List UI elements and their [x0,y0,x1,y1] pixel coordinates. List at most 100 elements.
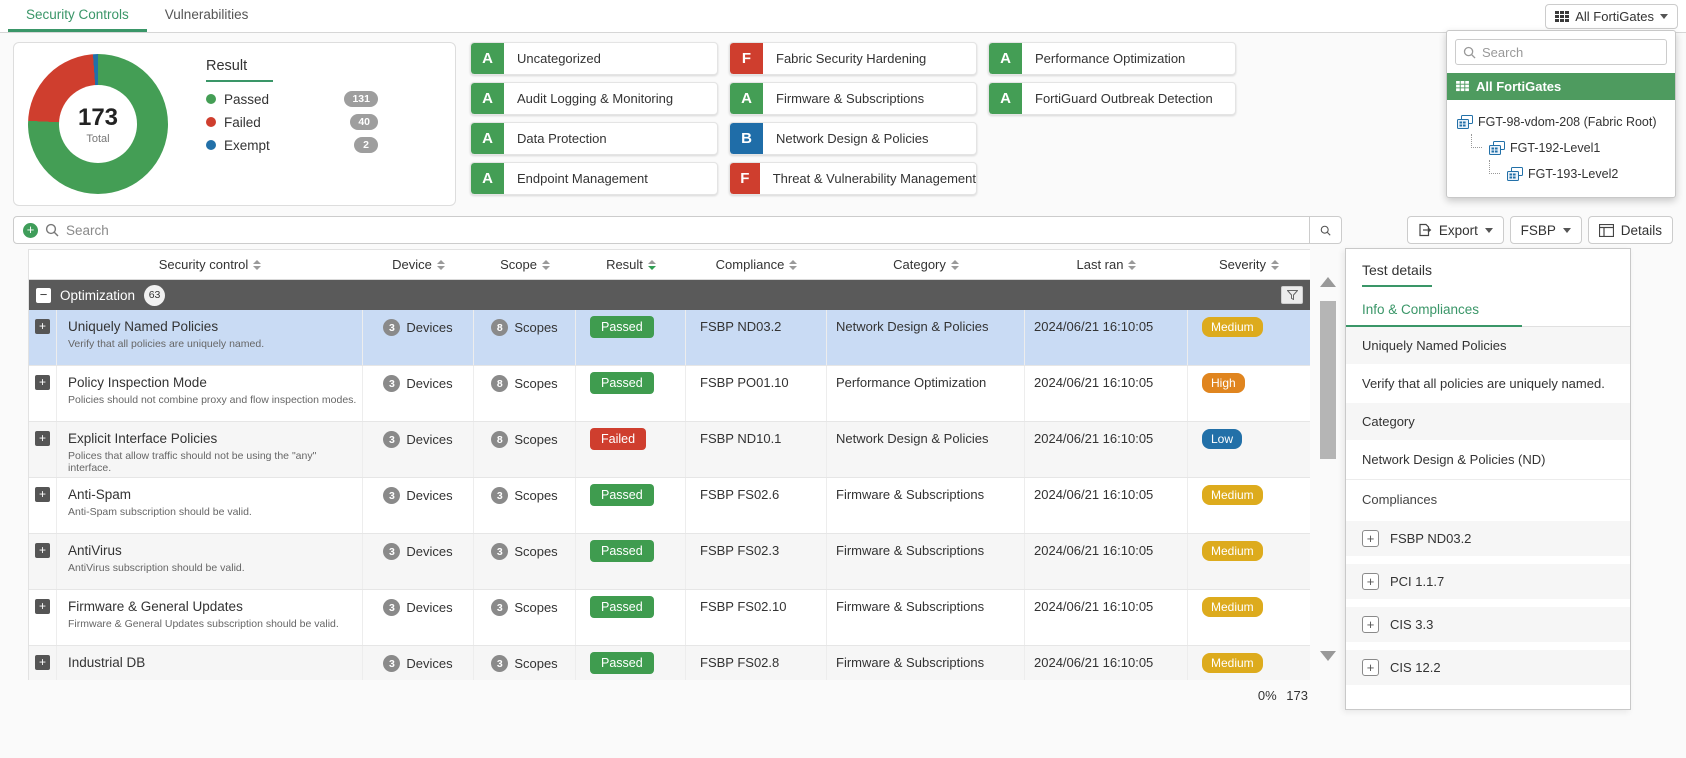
expand-compliance-icon[interactable]: + [1362,616,1379,633]
tab-vulnerabilities[interactable]: Vulnerabilities [147,0,267,32]
legend-item-exempt[interactable]: Exempt 2 [206,137,378,153]
device-count-badge: 3 [383,655,400,672]
expand-row-icon[interactable]: + [35,655,50,670]
scroll-up-icon[interactable] [1320,277,1336,287]
column-header-security-control[interactable]: Security control [57,250,363,279]
category-chip-data-protection[interactable]: A Data Protection [470,122,718,155]
compliance-cell: FSBP FS02.3 [686,534,827,589]
grade-badge: A [471,123,504,154]
column-header-device[interactable]: Device [363,250,474,279]
category-cell: Performance Optimization [827,366,1025,421]
category-chip-threat-vulnerability[interactable]: F Threat & Vulnerability Management [729,162,977,195]
grade-badge: F [730,43,763,74]
passed-dot-icon [206,94,216,104]
table-row[interactable]: + Industrial DB 3Devices 3Scopes Passed … [29,646,1310,680]
scrollbar-thumb[interactable] [1320,301,1336,459]
compliance-item-fsbp[interactable]: + FSBP ND03.2 [1346,521,1630,556]
table-search-box: + [13,216,1310,244]
column-header-compliance[interactable]: Compliance [686,250,827,279]
tab-security-controls[interactable]: Security Controls [8,0,147,32]
expand-row-icon[interactable]: + [35,543,50,558]
table-row[interactable]: + Firmware & General Updates Firmware & … [29,590,1310,646]
search-submit-button[interactable] [1310,216,1342,244]
grade-badge: A [730,83,763,114]
collapse-group-icon[interactable]: − [36,288,51,303]
device-count-badge: 3 [383,599,400,616]
group-label: Optimization [60,288,135,303]
search-input[interactable] [66,223,1300,238]
fortigate-device-icon [1507,167,1523,181]
dropdown-search-input[interactable] [1482,45,1659,60]
device-count-badge: 3 [383,431,400,448]
control-name: Explicit Interface Policies [68,431,362,446]
filter-icon[interactable] [1281,286,1303,304]
compliance-cell: FSBP ND10.1 [686,422,827,477]
expand-row-icon[interactable]: + [35,431,50,446]
compliance-item-pci[interactable]: + PCI 1.1.7 [1346,564,1630,599]
sort-icon [437,260,445,270]
expand-row-icon[interactable]: + [35,319,50,334]
fortigate-selector-dropdown: All FortiGates FGT-98-vdom-208 (Fabric R… [1446,30,1676,198]
scroll-down-icon[interactable] [1320,651,1336,661]
table-row[interactable]: + Anti-Spam Anti-Spam subscription shoul… [29,478,1310,534]
control-description: Polices that allow traffic should not be… [68,450,362,474]
details-toggle-button[interactable]: Details [1588,216,1673,244]
add-filter-icon[interactable]: + [23,223,38,238]
sort-icon [951,260,959,270]
control-description: Firmware & General Updates subscription … [68,618,362,630]
expand-compliance-icon[interactable]: + [1362,659,1379,676]
category-chip-uncategorized[interactable]: A Uncategorized [470,42,718,75]
column-header-scope[interactable]: Scope [474,250,576,279]
legend-item-passed[interactable]: Passed 131 [206,91,378,107]
column-header-category[interactable]: Category [827,250,1025,279]
expand-row-icon[interactable]: + [35,599,50,614]
panel-title: Test details [1362,262,1432,287]
tree-item-level2[interactable]: FGT-193-Level2 [1453,161,1669,187]
category-chip-label: Performance Optimization [1022,51,1185,66]
severity-badge: Low [1202,429,1242,449]
expand-row-icon[interactable]: + [35,487,50,502]
category-chip-audit-logging[interactable]: A Audit Logging & Monitoring [470,82,718,115]
dropdown-item-all-fortigates[interactable]: All FortiGates [1447,73,1675,100]
exempt-dot-icon [206,140,216,150]
compliance-cell: FSBP FS02.6 [686,478,827,533]
details-panel-icon [1599,224,1614,237]
control-name: Uniquely Named Policies [68,319,362,334]
expand-compliance-icon[interactable]: + [1362,530,1379,547]
tree-item-level1[interactable]: FGT-192-Level1 [1453,135,1669,161]
table-row[interactable]: + Explicit Interface Policies Polices th… [29,422,1310,478]
failed-dot-icon [206,117,216,127]
table-row[interactable]: + AntiVirus AntiVirus subscription shoul… [29,534,1310,590]
category-cell: Network Design & Policies [827,310,1025,365]
control-name: Firmware & General Updates [68,599,362,614]
category-chip-fortiguard-outbreak[interactable]: A FortiGuard Outbreak Detection [988,82,1236,115]
control-name: Policy Inspection Mode [68,375,362,390]
category-chip-network-design[interactable]: B Network Design & Policies [729,122,977,155]
category-chip-endpoint-management[interactable]: A Endpoint Management [470,162,718,195]
column-header-last-ran[interactable]: Last ran [1025,250,1188,279]
column-header-severity[interactable]: Severity [1188,250,1310,279]
device-count-badge: 3 [383,487,400,504]
expand-row-icon[interactable]: + [35,375,50,390]
table-row[interactable]: + Policy Inspection Mode Policies should… [29,366,1310,422]
category-chips: A Uncategorized A Audit Logging & Monito… [470,42,1236,206]
column-header-result[interactable]: Result [576,250,686,279]
category-chip-performance-optimization[interactable]: A Performance Optimization [988,42,1236,75]
category-chip-fabric-security-hardening[interactable]: F Fabric Security Hardening [729,42,977,75]
result-badge: Passed [590,484,654,506]
expand-compliance-icon[interactable]: + [1362,573,1379,590]
legend-item-failed[interactable]: Failed 40 [206,114,378,130]
compliance-item-cis-12-2[interactable]: + CIS 12.2 [1346,650,1630,685]
standard-select-button[interactable]: FSBP [1510,216,1582,244]
tree-item-fabric-root[interactable]: FGT-98-vdom-208 (Fabric Root) [1453,109,1669,135]
export-button[interactable]: Export [1407,216,1504,244]
category-chip-firmware-subscriptions[interactable]: A Firmware & Subscriptions [729,82,977,115]
compliance-item-cis-3-3[interactable]: + CIS 3.3 [1346,607,1630,642]
fortigate-selector-button[interactable]: All FortiGates [1545,4,1678,29]
control-description: AntiVirus subscription should be valid. [68,562,362,574]
tab-info-compliances[interactable]: Info & Compliances [1346,293,1522,327]
severity-badge: Medium [1202,597,1263,617]
category-cell: Firmware & Subscriptions [827,646,1025,680]
tree-elbow [1471,134,1482,148]
table-row[interactable]: + Uniquely Named Policies Verify that al… [29,310,1310,366]
